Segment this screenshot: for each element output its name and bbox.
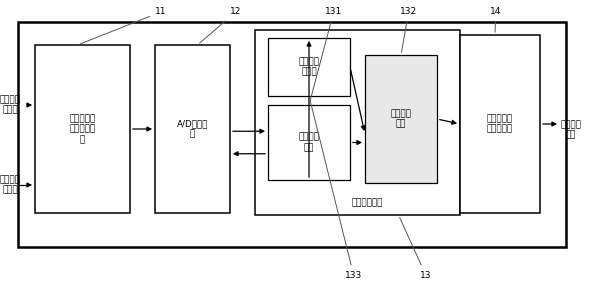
Text: 133: 133 [310, 99, 362, 280]
Text: 14: 14 [490, 7, 501, 32]
Bar [365, 55, 437, 183]
Bar [18, 22, 566, 247]
Bar [255, 30, 460, 215]
Text: 131: 131 [310, 7, 342, 102]
Text: 校验码柏
入模块: 校验码柏 入模块 [298, 57, 319, 77]
Text: 数据采样及
信号调理模
块: 数据采样及 信号调理模 块 [69, 114, 96, 144]
Bar [268, 38, 350, 96]
Text: 隔离传输
媒质: 隔离传输 媒质 [560, 120, 581, 140]
Text: 数据编码
模块: 数据编码 模块 [390, 109, 411, 129]
Text: 模拟量采
样通道: 模拟量采 样通道 [0, 95, 20, 115]
Text: 开关量采
样通道: 开关量采 样通道 [0, 175, 20, 195]
Text: 发送主控单元: 发送主控单元 [352, 198, 383, 207]
Text: 13: 13 [399, 217, 432, 280]
Bar [155, 45, 230, 213]
Text: 12: 12 [200, 7, 242, 43]
Bar [460, 35, 540, 213]
Text: A/D转换模
块: A/D转换模 块 [177, 119, 208, 139]
Bar [35, 45, 130, 213]
Text: 发送单元信
号转换模块: 发送单元信 号转换模块 [487, 114, 513, 134]
Text: 132: 132 [400, 7, 417, 52]
Text: 采样控制
模块: 采样控制 模块 [298, 133, 319, 152]
Text: 11: 11 [80, 7, 166, 44]
Bar [268, 105, 350, 180]
